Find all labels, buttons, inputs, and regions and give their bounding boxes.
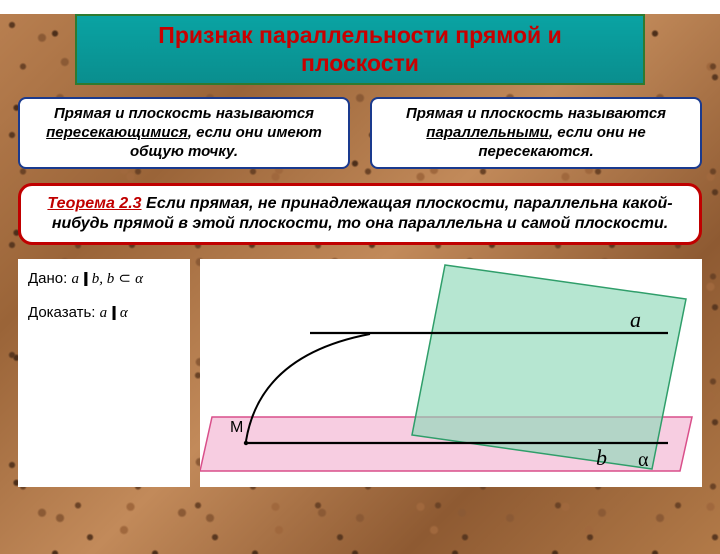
given-line: Дано: a || b, b ⊂ α: [28, 269, 180, 288]
label-b: b: [596, 445, 607, 471]
label-a: a: [630, 307, 641, 333]
diagram-panel: a b M α: [200, 259, 702, 487]
label-alpha: α: [638, 449, 648, 472]
theorem-box: Теорема 2.3 Если прямая, не принадлежаща…: [18, 183, 702, 245]
theorem-body: Если прямая, не принадлежащая плоскости,…: [52, 195, 673, 232]
def2-key: параллельными: [426, 124, 549, 141]
definition-intersecting: Прямая и плоскость называются пересекающ…: [18, 97, 350, 169]
prove-alpha: α: [120, 305, 128, 321]
plane-green: [412, 265, 686, 469]
title-line1: Признак параллельности прямой и: [158, 22, 561, 48]
def1-key: пересекающимися: [46, 124, 188, 141]
given-alpha: α: [135, 271, 143, 287]
prove-line: Доказать: a || α: [28, 304, 180, 322]
definitions-row: Прямая и плоскость называются пересекающ…: [18, 97, 702, 169]
given-word: Дано:: [28, 270, 67, 287]
theorem-label: Теорема 2.3: [47, 195, 141, 212]
parallel-icon: ||: [111, 304, 113, 321]
slide-content: Признак параллельности прямой и плоскост…: [0, 14, 720, 487]
prove-a: a: [100, 305, 108, 321]
def1-pre: Прямая и плоскость называются: [54, 105, 314, 122]
definition-parallel: Прямая и плоскость называются параллельн…: [370, 97, 702, 169]
given-panel: Дано: a || b, b ⊂ α Доказать: a || α: [18, 259, 190, 487]
title-banner: Признак параллельности прямой и плоскост…: [75, 14, 645, 85]
def2-pre: Прямая и плоскость называются: [406, 105, 666, 122]
diagram-svg: [200, 259, 700, 487]
lower-row: Дано: a || b, b ⊂ α Доказать: a || α: [18, 259, 702, 487]
given-in: ⊂: [118, 270, 131, 287]
title-line2: плоскости: [301, 50, 419, 76]
given-a: a: [71, 271, 79, 287]
prove-word: Доказать:: [28, 304, 95, 321]
point-M: [244, 441, 248, 445]
label-M: M: [230, 419, 243, 437]
given-b: b, b: [92, 271, 115, 287]
parallel-icon: ||: [83, 270, 85, 287]
